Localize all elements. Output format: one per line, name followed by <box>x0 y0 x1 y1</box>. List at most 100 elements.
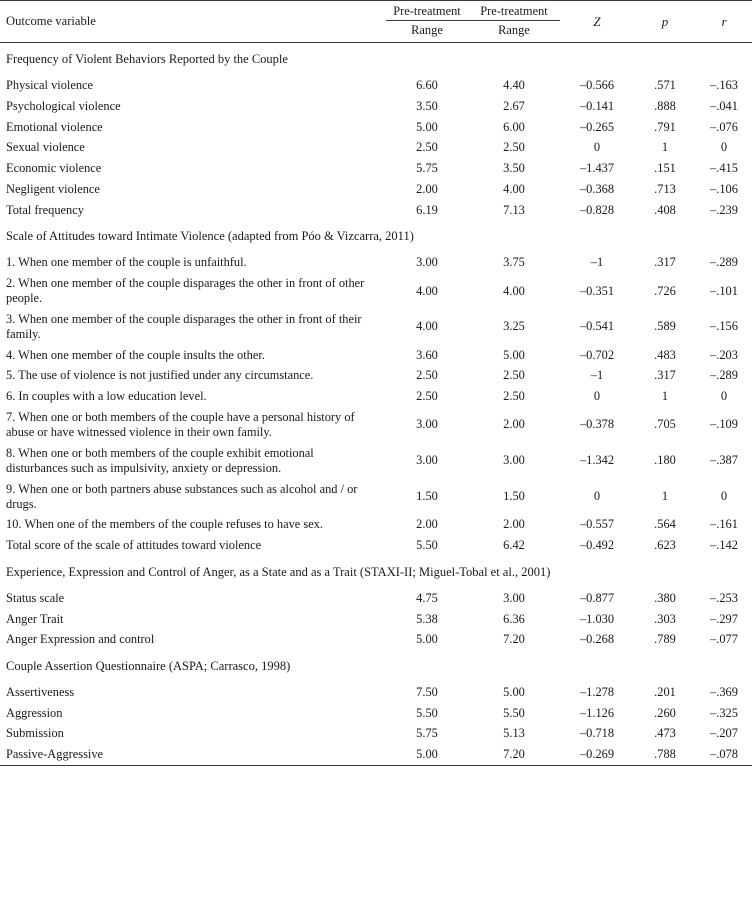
cell-r: –.109 <box>710 417 738 432</box>
cell-z: –1.126 <box>579 705 615 720</box>
row-label: Anger Trait <box>6 611 64 626</box>
cell-pretreatment-range-2: 4.00 <box>503 283 525 298</box>
header-pretreatment-2: Pre-treatment <box>468 1 560 22</box>
section-title: Experience, Expression and Control of An… <box>6 564 551 579</box>
cell-r: –.239 <box>710 202 738 217</box>
cell-z: –1.030 <box>579 611 615 626</box>
table-row: 8. When one or both members of the coupl… <box>0 443 752 479</box>
row-label: 2. When one member of the couple dispara… <box>6 276 365 306</box>
table-row: Total frequency 6.19 7.13 –0.828 .408 –.239 <box>0 200 752 221</box>
cell-pretreatment-range-2: 3.75 <box>503 255 525 270</box>
header-range-1: Range <box>411 23 443 38</box>
cell-p: 1 <box>661 389 669 404</box>
outcome-statistics-table: Outcome variable Pre-treatment Pre-treat… <box>0 0 752 766</box>
cell-r: –.077 <box>710 632 738 647</box>
cell-z: –0.141 <box>579 99 615 114</box>
cell-p: 1 <box>661 140 669 155</box>
cell-r: –.163 <box>710 78 738 93</box>
row-label: Assertiveness <box>6 684 75 699</box>
row-label: Economic violence <box>6 161 102 176</box>
cell-r: –.387 <box>710 453 738 468</box>
cell-pretreatment-range-1: 6.19 <box>416 202 438 217</box>
cell-r: 0 <box>720 140 728 155</box>
table-row: Economic violence 5.75 3.50 –1.437 .151 –.415 <box>0 158 752 179</box>
row-label: Sexual violence <box>6 140 85 155</box>
cell-pretreatment-range-2: 7.20 <box>503 747 525 762</box>
cell-p: .564 <box>654 517 676 532</box>
table-row: 4. When one member of the couple insults… <box>0 345 752 366</box>
table-row: Aggression 5.50 5.50 –1.126 .260 –.325 <box>0 703 752 724</box>
cell-r: –.289 <box>710 255 738 270</box>
table-row: 7. When one or both members of the coupl… <box>0 407 752 443</box>
cell-z: –0.492 <box>579 538 615 553</box>
table-row: Assertiveness 7.50 5.00 –1.278 .201 –.369 <box>0 682 752 703</box>
cell-pretreatment-range-2: 2.00 <box>503 417 525 432</box>
cell-z: –0.702 <box>579 347 615 362</box>
cell-pretreatment-range-2: 5.13 <box>503 726 525 741</box>
cell-p: .791 <box>654 119 676 134</box>
cell-z: –0.268 <box>579 632 615 647</box>
cell-z: –1.437 <box>579 161 615 176</box>
cell-pretreatment-range-1: 4.00 <box>416 319 438 334</box>
cell-pretreatment-range-1: 5.50 <box>416 538 438 553</box>
section-header-row: Couple Assertion Questionnaire (ASPA; Ca… <box>0 650 752 682</box>
cell-r: –.041 <box>710 99 738 114</box>
table-row: 3. When one member of the couple dispara… <box>0 309 752 345</box>
cell-z: –0.828 <box>579 202 615 217</box>
table-row: 10. When one of the members of the coupl… <box>0 514 752 535</box>
table-row: Status scale 4.75 3.00 –0.877 .380 –.253 <box>0 588 752 609</box>
cell-pretreatment-range-2: 5.00 <box>503 347 525 362</box>
cell-pretreatment-range-1: 3.00 <box>416 417 438 432</box>
cell-z: –1 <box>590 368 604 383</box>
table-row: Emotional violence 5.00 6.00 –0.265 .791 –.07… <box>0 117 752 138</box>
section-header-row: Experience, Expression and Control of An… <box>0 556 752 588</box>
cell-pretreatment-range-2: 2.50 <box>503 140 525 155</box>
cell-pretreatment-range-2: 6.00 <box>503 119 525 134</box>
cell-pretreatment-range-2: 5.50 <box>503 705 525 720</box>
header-row-sub: Range Range <box>0 21 752 43</box>
cell-z: 0 <box>593 389 601 404</box>
cell-pretreatment-range-2: 4.40 <box>503 78 525 93</box>
cell-r: –.142 <box>710 538 738 553</box>
table-row: 1. When one member of the couple is unfa… <box>0 252 752 273</box>
row-label: Passive-Aggressive <box>6 747 104 762</box>
row-label: Submission <box>6 726 64 741</box>
cell-pretreatment-range-1: 5.00 <box>416 119 438 134</box>
row-label: Aggression <box>6 705 63 720</box>
cell-r: –.203 <box>710 347 738 362</box>
header-r: r <box>721 13 727 29</box>
cell-r: –.289 <box>710 368 738 383</box>
cell-pretreatment-range-1: 2.50 <box>416 389 438 404</box>
cell-pretreatment-range-1: 7.50 <box>416 685 438 700</box>
table-body: Outcome variable Pre-treatment Pre-treat… <box>0 0 752 44</box>
cell-p: .571 <box>654 78 676 93</box>
cell-pretreatment-range-2: 2.67 <box>503 99 525 114</box>
row-label: Physical violence <box>6 78 94 93</box>
cell-r: –.253 <box>710 590 738 605</box>
row-label: Total score of the scale of attitudes to… <box>6 538 262 553</box>
header-bottom-rule <box>0 42 752 44</box>
header-pretreatment-1: Pre-treatment <box>386 1 468 22</box>
cell-pretreatment-range-1: 5.75 <box>416 726 438 741</box>
table-data-body: Frequency of Violent Behaviors Reported … <box>0 43 752 765</box>
cell-p: .317 <box>654 255 676 270</box>
cell-p: .260 <box>654 705 676 720</box>
cell-pretreatment-range-2: 3.50 <box>503 161 525 176</box>
table-row: Passive-Aggressive 5.00 7.20 –0.269 .788 –.07… <box>0 744 752 765</box>
cell-pretreatment-range-1: 3.60 <box>416 347 438 362</box>
row-label: 8. When one or both members of the coupl… <box>6 445 314 475</box>
row-label: Anger Expression and control <box>6 632 155 647</box>
cell-r: –.297 <box>710 611 738 626</box>
cell-z: 0 <box>593 140 601 155</box>
header-z: Z <box>593 13 601 29</box>
cell-z: –0.877 <box>579 590 615 605</box>
header-outcome-variable: Outcome variable <box>6 14 96 29</box>
table-row: 5. The use of violence is not justified … <box>0 365 752 386</box>
cell-pretreatment-range-2: 6.36 <box>503 611 525 626</box>
cell-z: –1 <box>590 255 604 270</box>
cell-r: 0 <box>720 489 728 504</box>
row-label: 3. When one member of the couple dispara… <box>6 311 362 341</box>
cell-r: –.207 <box>710 726 738 741</box>
table-footer <box>0 764 752 766</box>
cell-pretreatment-range-1: 5.00 <box>416 747 438 762</box>
